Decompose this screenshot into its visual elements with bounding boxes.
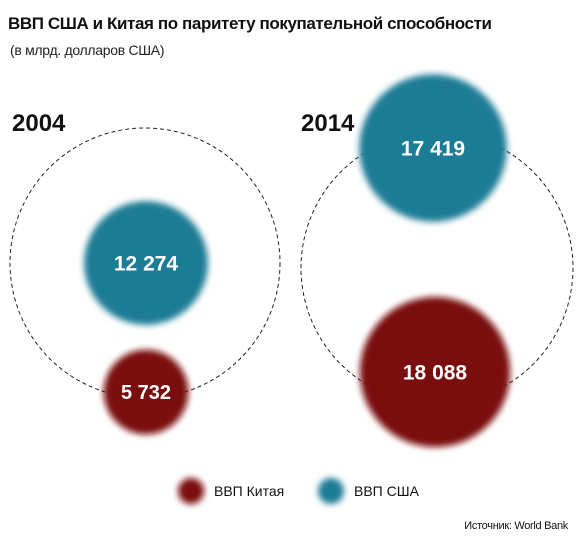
bubble-usa-2014	[359, 74, 507, 222]
value-label-usa-2014: 17 419	[401, 138, 465, 161]
value-label-china-2014: 18 088	[403, 362, 468, 385]
value-label-china-2004: 5 732	[121, 382, 171, 404]
bubble-china-2014	[359, 296, 511, 448]
year-label-2014: 2014	[301, 110, 355, 137]
chart-title: ВВП США и Китая по паритету покупательно…	[8, 14, 492, 33]
value-label-usa-2004: 12 274	[114, 253, 179, 276]
bubble-usa-2004	[84, 201, 208, 325]
chart-subtitle: (в млрд. долларов США)	[10, 42, 165, 58]
year-label-2004: 2004	[12, 110, 66, 137]
bubble-china-2004	[103, 349, 189, 435]
legend-label-usa: ВВП США	[354, 483, 420, 499]
legend-swatch-china	[178, 478, 204, 504]
legend-swatch-usa	[318, 478, 344, 504]
legend-label-china: ВВП Китая	[214, 483, 284, 499]
source-note: Источник: World Bank	[464, 520, 568, 532]
